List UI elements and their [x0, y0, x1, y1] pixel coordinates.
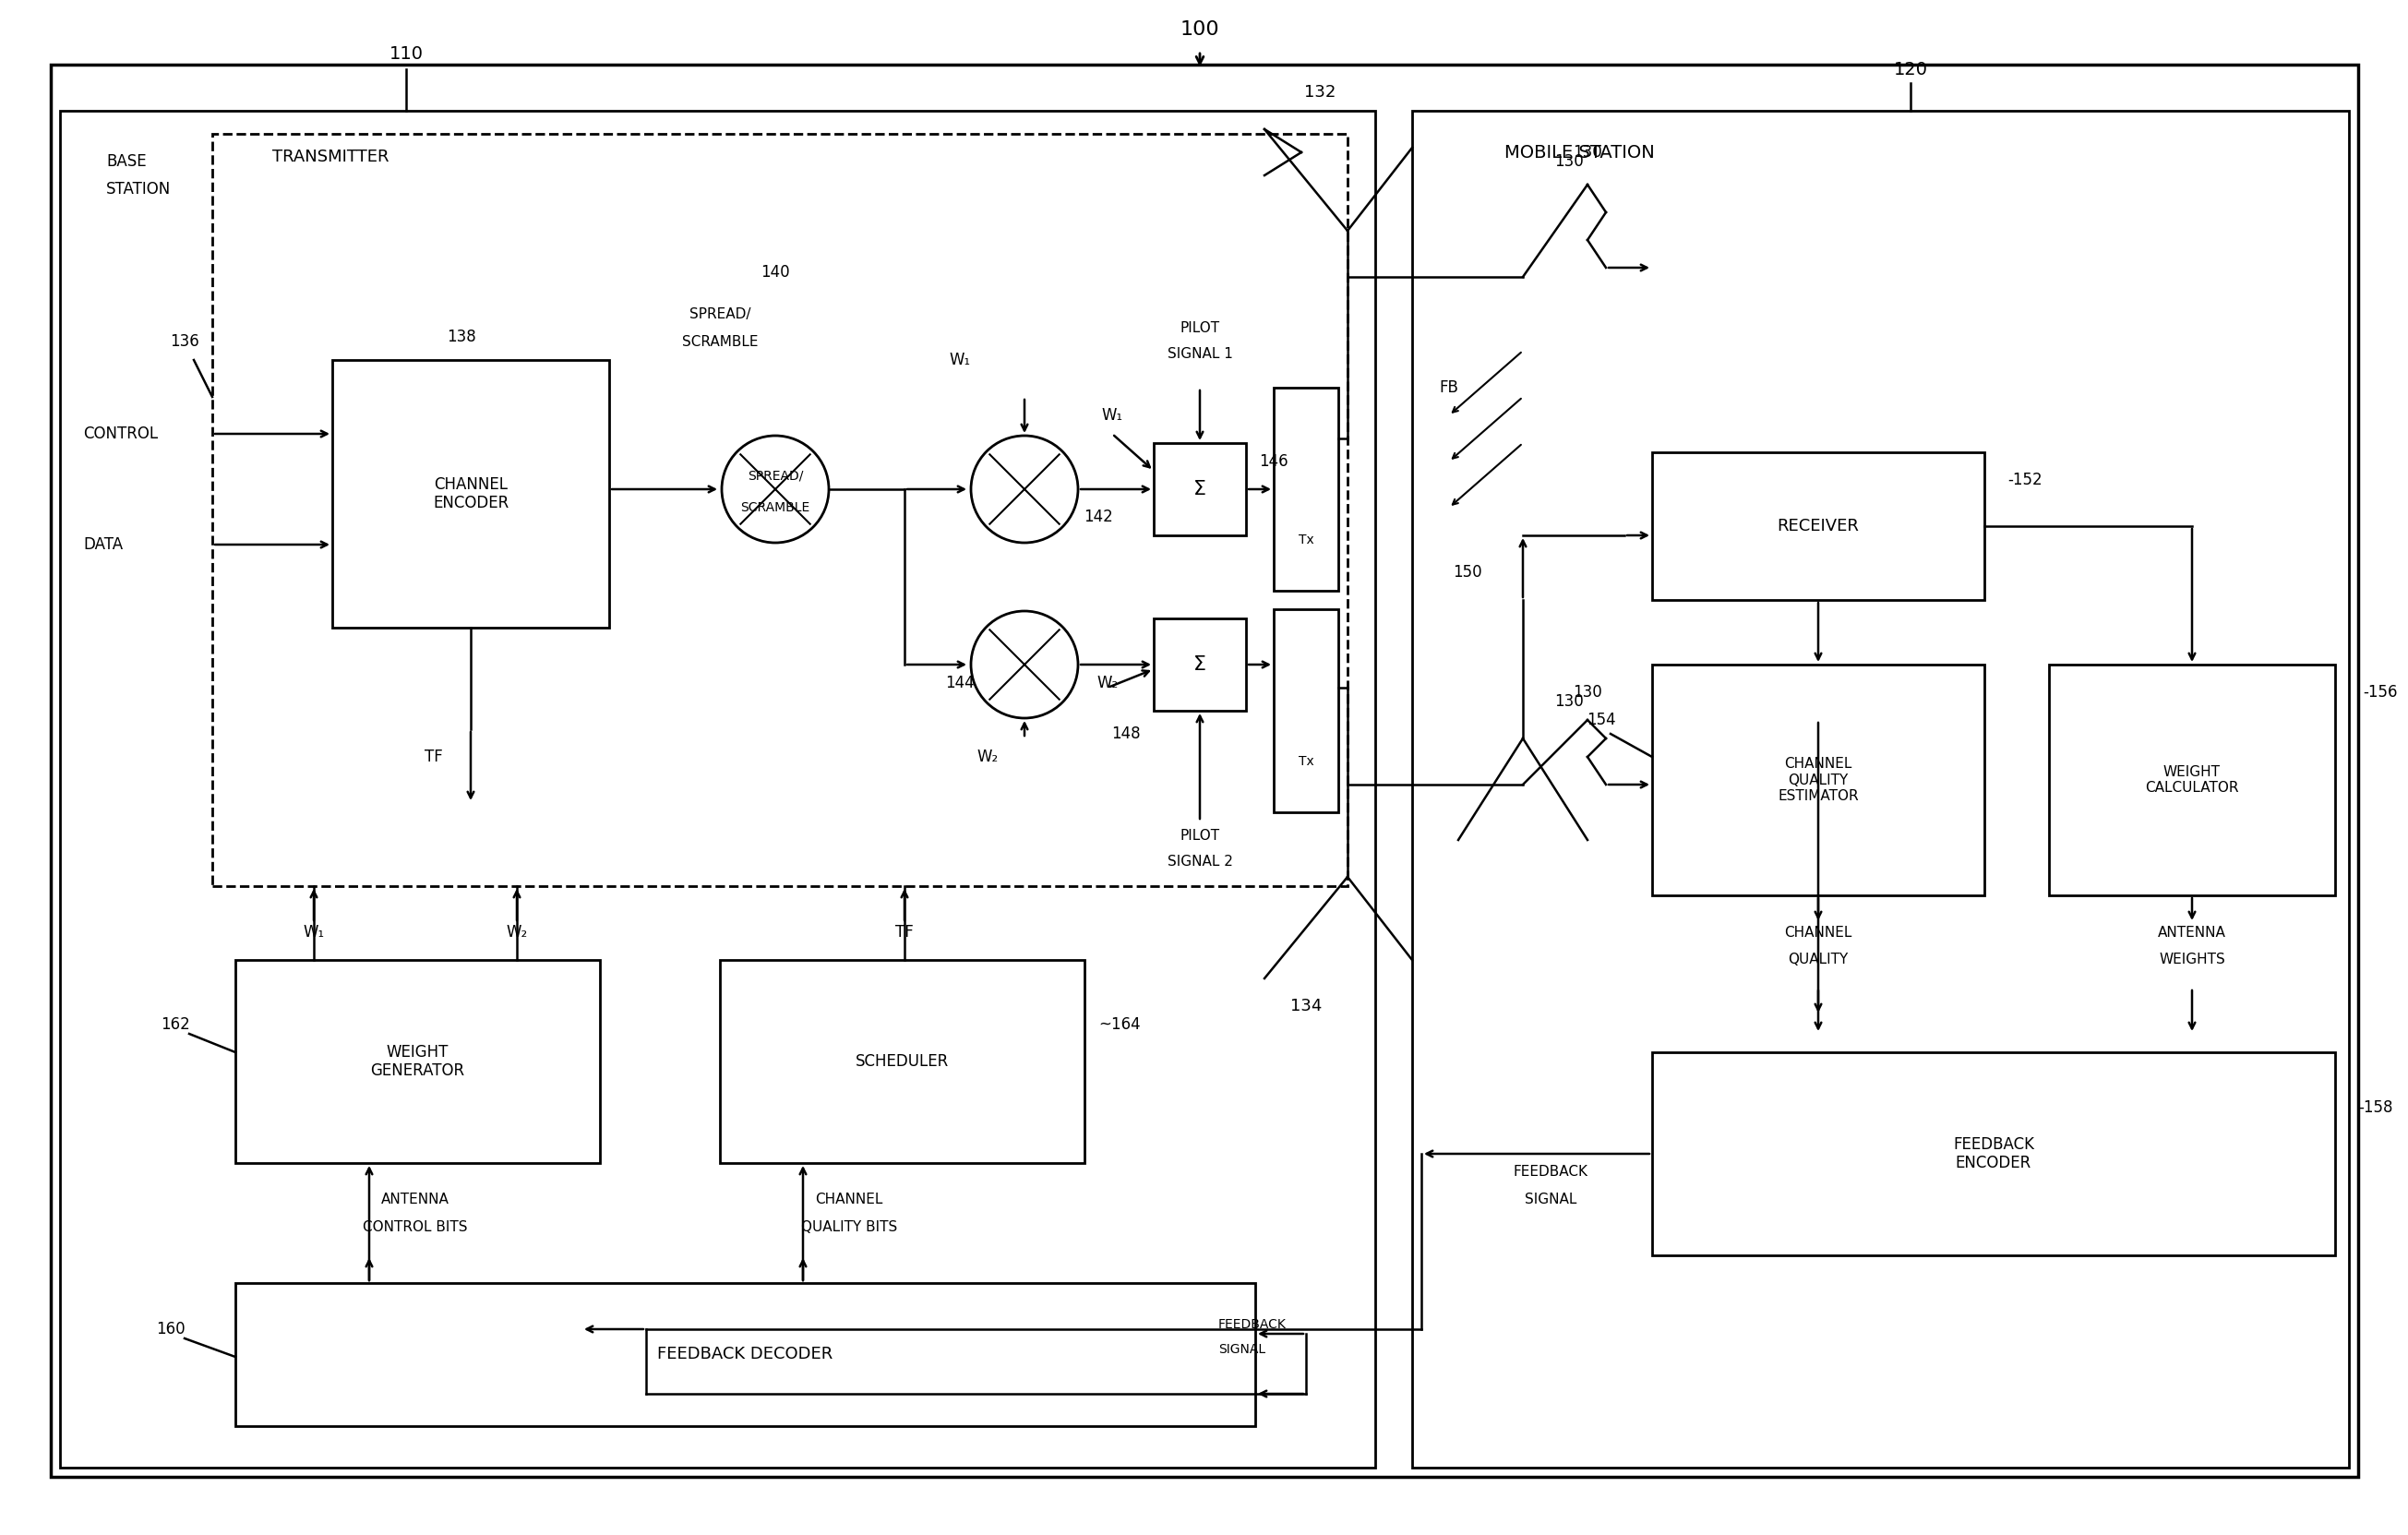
- Text: 146: 146: [1259, 453, 1288, 470]
- Text: TRANSMITTER: TRANSMITTER: [272, 149, 390, 166]
- Text: SIGNAL: SIGNAL: [1524, 1193, 1577, 1207]
- Text: 110: 110: [390, 45, 424, 63]
- Text: -158: -158: [2357, 1099, 2394, 1116]
- Text: Tx: Tx: [1298, 534, 1315, 546]
- Text: 140: 140: [761, 264, 790, 281]
- Text: -152: -152: [2008, 471, 2042, 488]
- Text: W₁: W₁: [949, 352, 970, 368]
- Text: PILOT: PILOT: [1180, 829, 1221, 843]
- Text: CHANNEL: CHANNEL: [816, 1193, 884, 1207]
- Text: SPREAD/: SPREAD/: [689, 307, 751, 321]
- Text: DATA: DATA: [82, 536, 123, 553]
- Text: Tx: Tx: [1298, 755, 1315, 768]
- Text: ANTENNA: ANTENNA: [380, 1193, 450, 1207]
- Text: SIGNAL 1: SIGNAL 1: [1168, 347, 1233, 361]
- Text: FEEDBACK
ENCODER: FEEDBACK ENCODER: [1953, 1136, 2035, 1171]
- Text: 154: 154: [1587, 712, 1616, 728]
- Text: SCRAMBLE: SCRAMBLE: [742, 502, 809, 514]
- Text: 130: 130: [1572, 685, 1601, 700]
- Text: Σ: Σ: [1194, 480, 1206, 499]
- Text: CHANNEL: CHANNEL: [1784, 926, 1852, 939]
- Text: 142: 142: [1084, 508, 1112, 525]
- Text: FEEDBACK: FEEDBACK: [1218, 1319, 1286, 1331]
- Text: FEEDBACK DECODER: FEEDBACK DECODER: [657, 1346, 833, 1363]
- Text: 130: 130: [1556, 154, 1584, 170]
- Text: 138: 138: [448, 328, 477, 345]
- Text: WEIGHT
GENERATOR: WEIGHT GENERATOR: [371, 1044, 465, 1079]
- Text: SCRAMBLE: SCRAMBLE: [681, 335, 759, 348]
- Circle shape: [970, 611, 1079, 718]
- Text: 130: 130: [1556, 694, 1584, 709]
- Text: FB: FB: [1440, 379, 1459, 396]
- Text: BASE: BASE: [106, 154, 147, 170]
- Text: SCHEDULER: SCHEDULER: [855, 1053, 949, 1070]
- Text: TF: TF: [896, 924, 913, 941]
- Text: 130: 130: [1572, 144, 1601, 161]
- Text: W₁: W₁: [303, 924, 325, 941]
- Text: MOBILE STATION: MOBILE STATION: [1505, 144, 1654, 161]
- Text: WEIGHTS: WEIGHTS: [2160, 953, 2225, 967]
- Text: 148: 148: [1112, 726, 1141, 741]
- FancyBboxPatch shape: [720, 959, 1084, 1164]
- Text: 100: 100: [1180, 20, 1218, 38]
- Circle shape: [970, 436, 1079, 543]
- Text: CONTROL BITS: CONTROL BITS: [364, 1220, 467, 1234]
- Text: STATION: STATION: [106, 181, 171, 198]
- Text: -156: -156: [2362, 685, 2398, 700]
- FancyBboxPatch shape: [1274, 388, 1339, 591]
- Circle shape: [722, 436, 828, 543]
- FancyBboxPatch shape: [1411, 111, 2348, 1467]
- FancyBboxPatch shape: [1652, 665, 1984, 895]
- Text: SIGNAL 2: SIGNAL 2: [1168, 855, 1233, 869]
- Text: TF: TF: [424, 749, 443, 764]
- Text: W₂: W₂: [1096, 675, 1117, 691]
- Text: 162: 162: [161, 1016, 190, 1033]
- FancyBboxPatch shape: [236, 959, 600, 1164]
- Text: 132: 132: [1305, 84, 1336, 101]
- Text: 134: 134: [1291, 998, 1322, 1015]
- Text: RECEIVER: RECEIVER: [1777, 517, 1859, 534]
- FancyBboxPatch shape: [2049, 665, 2336, 895]
- FancyBboxPatch shape: [1153, 619, 1245, 711]
- Text: 144: 144: [946, 675, 975, 691]
- Text: SPREAD/: SPREAD/: [746, 468, 804, 482]
- Text: 150: 150: [1452, 563, 1481, 580]
- Text: 136: 136: [171, 333, 200, 350]
- Text: W₂: W₂: [506, 924, 527, 941]
- Text: ~164: ~164: [1098, 1016, 1141, 1033]
- Text: PILOT: PILOT: [1180, 321, 1221, 335]
- Text: 120: 120: [1893, 60, 1926, 78]
- Text: QUALITY: QUALITY: [1789, 953, 1849, 967]
- Text: FEEDBACK: FEEDBACK: [1512, 1165, 1587, 1179]
- FancyBboxPatch shape: [51, 64, 2357, 1477]
- Text: W₁: W₁: [1100, 407, 1122, 424]
- FancyBboxPatch shape: [236, 1283, 1255, 1426]
- Text: QUALITY BITS: QUALITY BITS: [802, 1220, 898, 1234]
- Text: CHANNEL
ENCODER: CHANNEL ENCODER: [433, 476, 508, 511]
- Text: ANTENNA: ANTENNA: [2158, 926, 2225, 939]
- FancyBboxPatch shape: [1652, 1053, 2336, 1256]
- Text: WEIGHT
CALCULATOR: WEIGHT CALCULATOR: [2146, 764, 2239, 795]
- FancyBboxPatch shape: [212, 134, 1348, 886]
- Text: CHANNEL
QUALITY
ESTIMATOR: CHANNEL QUALITY ESTIMATOR: [1777, 757, 1859, 803]
- Text: Σ: Σ: [1194, 655, 1206, 674]
- Text: W₂: W₂: [978, 749, 999, 764]
- FancyBboxPatch shape: [332, 361, 609, 628]
- FancyBboxPatch shape: [60, 111, 1375, 1467]
- FancyBboxPatch shape: [1652, 453, 1984, 600]
- FancyBboxPatch shape: [1153, 444, 1245, 536]
- Text: SIGNAL: SIGNAL: [1218, 1343, 1267, 1355]
- FancyBboxPatch shape: [1274, 609, 1339, 812]
- Text: CONTROL: CONTROL: [82, 425, 159, 442]
- Text: 160: 160: [157, 1320, 185, 1337]
